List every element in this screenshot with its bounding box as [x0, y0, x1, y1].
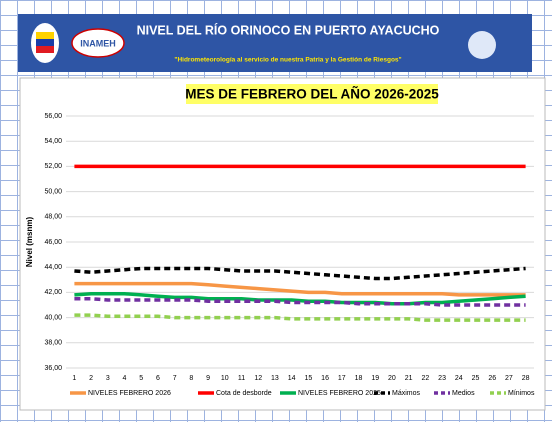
x-tick-label: 20 — [388, 375, 396, 382]
flag-stripe — [36, 46, 54, 53]
x-tick-label: 25 — [472, 375, 480, 382]
x-tick-label: 18 — [355, 375, 363, 382]
x-tick-label: 1 — [72, 375, 76, 382]
y-tick-label: 38,00 — [44, 340, 62, 347]
x-tick-label: 2 — [89, 375, 93, 382]
y-tick-label: 42,00 — [44, 289, 62, 296]
header-subtitle: "Hidrometeorología al servicio de nuestr… — [174, 57, 401, 64]
x-tick-label: 27 — [505, 375, 513, 382]
x-tick-label: 16 — [321, 375, 329, 382]
y-tick-label: 52,00 — [44, 163, 62, 170]
series-line — [74, 313, 526, 322]
x-tick-label: 11 — [238, 375, 245, 382]
y-tick-label: 46,00 — [44, 239, 62, 246]
x-tick-label: 14 — [288, 375, 296, 382]
header-title: NIVEL DEL RÍO ORINOCO EN PUERTO AYACUCHO — [137, 22, 440, 37]
legend-label: Cota de desborde — [216, 390, 272, 397]
legend-label: Máximos — [392, 390, 421, 397]
x-tick-label: 6 — [156, 375, 160, 382]
chart-area — [19, 77, 546, 411]
y-tick-label: 48,00 — [44, 214, 62, 221]
logo-text: INAMEH — [80, 38, 116, 48]
legend-label: Medios — [452, 390, 475, 397]
legend-label: NIVELES FEBRERO 2026 — [88, 390, 171, 397]
series-line — [74, 281, 526, 297]
x-tick-label: 12 — [254, 375, 262, 382]
x-tick-label: 3 — [106, 375, 110, 382]
series-line — [74, 291, 526, 306]
flag-stripe — [36, 39, 54, 46]
x-tick-label: 17 — [338, 375, 346, 382]
x-tick-label: 5 — [139, 375, 143, 382]
x-tick-label: 26 — [488, 375, 496, 382]
x-tick-label: 9 — [206, 375, 210, 382]
x-tick-label: 8 — [189, 375, 193, 382]
x-tick-label: 19 — [371, 375, 379, 382]
y-axis-label: Nivel (msnm) — [25, 217, 34, 268]
x-tick-label: 10 — [221, 375, 229, 382]
x-tick-label: 23 — [438, 375, 446, 382]
x-tick-label: 13 — [271, 375, 279, 382]
legend-label: Mínimos — [508, 390, 535, 397]
y-tick-label: 56,00 — [44, 113, 62, 120]
x-tick-label: 28 — [522, 375, 530, 382]
x-tick-label: 22 — [421, 375, 429, 382]
x-tick-label: 4 — [123, 375, 127, 382]
y-tick-label: 40,00 — [44, 314, 62, 321]
y-tick-label: 44,00 — [44, 264, 62, 271]
y-tick-label: 50,00 — [44, 188, 62, 195]
y-tick-label: 36,00 — [44, 365, 62, 372]
x-tick-label: 21 — [405, 375, 413, 382]
series-line — [74, 296, 526, 307]
series-line — [74, 266, 526, 281]
flag-stripe — [36, 32, 54, 39]
chart-title: MES DE FEBRERO DEL AÑO 2026-2025 — [185, 87, 439, 102]
right-logo — [468, 31, 496, 59]
x-tick-label: 15 — [304, 375, 312, 382]
inameh-logo — [71, 28, 125, 58]
title-box — [186, 84, 438, 104]
y-tick-label: 54,00 — [44, 138, 62, 145]
legend-label: NIVELES FEBRERO 2025 — [298, 390, 381, 397]
x-tick-label: 7 — [173, 375, 177, 382]
x-tick-label: 24 — [455, 375, 463, 382]
